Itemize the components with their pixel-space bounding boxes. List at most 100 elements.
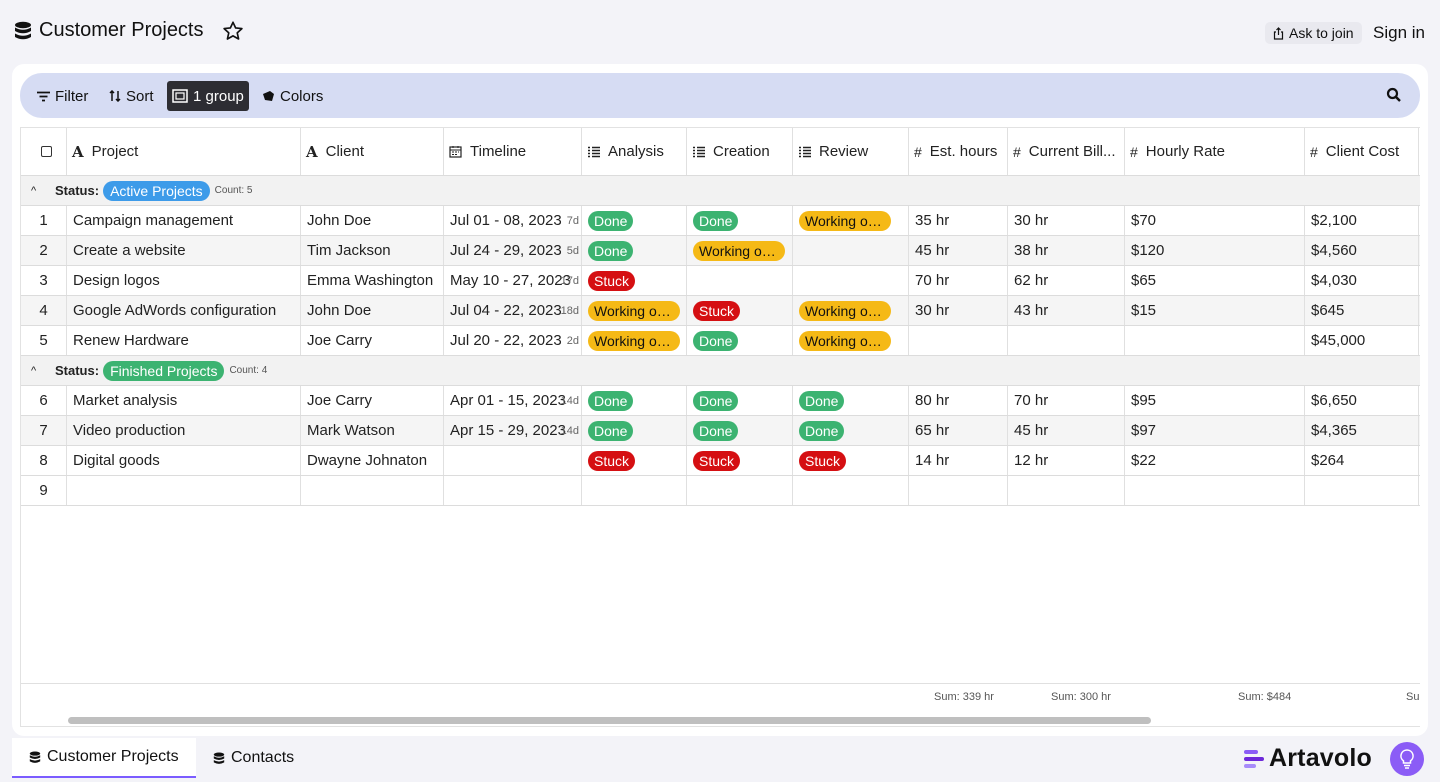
filter-button[interactable]: Filter: [32, 81, 93, 111]
cell-creation[interactable]: [687, 266, 793, 295]
ask-to-join-button[interactable]: Ask to join: [1265, 22, 1362, 44]
table-row[interactable]: 8 Digital goods Dwayne Johnaton Stuck Stuck S…: [21, 446, 1420, 476]
cell-cost[interactable]: $645: [1305, 296, 1419, 325]
cell-creation[interactable]: [687, 476, 793, 505]
cell-est[interactable]: 70 hr: [909, 266, 1008, 295]
cell-review[interactable]: [793, 266, 909, 295]
column-header-5[interactable]: Creation: [687, 128, 793, 175]
table-row[interactable]: 3 Design logos Emma Washington May 10 - 27,…: [21, 266, 1420, 296]
cell-client[interactable]: John Doe: [301, 296, 444, 325]
table-row[interactable]: 5 Renew Hardware Joe Carry Jul 20 - 22, 202…: [21, 326, 1420, 356]
star-icon[interactable]: [222, 20, 244, 42]
cell-creation[interactable]: Done: [687, 386, 793, 415]
table-row[interactable]: 4 Google AdWords configuration John Doe Jul…: [21, 296, 1420, 326]
cell-est[interactable]: [909, 326, 1008, 355]
cell-client[interactable]: John Doe: [301, 206, 444, 235]
status-pill[interactable]: Working on it: [799, 330, 891, 351]
cell-creation[interactable]: Done: [687, 326, 793, 355]
cell-bill[interactable]: 38 hr: [1008, 236, 1125, 265]
search-icon[interactable]: [1386, 87, 1402, 103]
cell-creation[interactable]: Done: [687, 206, 793, 235]
cell-timeline[interactable]: Apr 15 - 29, 2023 14d: [444, 416, 582, 445]
cell-cost[interactable]: $4,030: [1305, 266, 1419, 295]
table-row[interactable]: 1 Campaign management John Doe Jul 01 - 08,…: [21, 206, 1420, 236]
cell-est[interactable]: [909, 476, 1008, 505]
cell-timeline[interactable]: Jul 04 - 22, 2023 18d: [444, 296, 582, 325]
cell-bill[interactable]: 12 hr: [1008, 446, 1125, 475]
cell-timeline[interactable]: Apr 01 - 15, 2023 14d: [444, 386, 582, 415]
group-header[interactable]: ^ Status: Finished Projects Count: 4: [21, 356, 1420, 386]
cell-analysis[interactable]: Stuck: [582, 266, 687, 295]
cell-rate[interactable]: $22: [1125, 446, 1305, 475]
status-pill[interactable]: Working on it: [588, 300, 680, 321]
cell-project[interactable]: Campaign management: [67, 206, 301, 235]
status-pill[interactable]: Working on it: [693, 240, 785, 261]
cell-project[interactable]: Google AdWords configuration: [67, 296, 301, 325]
table-row[interactable]: 6 Market analysis Joe Carry Apr 01 - 15, 20…: [21, 386, 1420, 416]
cell-project[interactable]: Renew Hardware: [67, 326, 301, 355]
status-pill[interactable]: Working on it: [588, 330, 680, 351]
cell-review[interactable]: Done: [793, 386, 909, 415]
cell-cost[interactable]: $2,100: [1305, 206, 1419, 235]
cell-bill[interactable]: 62 hr: [1008, 266, 1125, 295]
chevron-up-icon[interactable]: ^: [31, 184, 37, 197]
cell-est[interactable]: 14 hr: [909, 446, 1008, 475]
select-all-checkbox-cell[interactable]: [21, 128, 67, 175]
lightbulb-button[interactable]: [1390, 742, 1424, 776]
cell-project[interactable]: Market analysis: [67, 386, 301, 415]
cell-analysis[interactable]: Working on it: [582, 326, 687, 355]
column-header-2[interactable]: A Client: [301, 128, 444, 175]
status-pill[interactable]: Done: [693, 330, 739, 351]
tab-contacts[interactable]: Contacts: [196, 738, 311, 778]
status-pill[interactable]: Stuck: [693, 450, 741, 471]
cell-timeline[interactable]: [444, 446, 582, 475]
cell-analysis[interactable]: Done: [582, 416, 687, 445]
cell-review[interactable]: [793, 476, 909, 505]
status-pill[interactable]: Done: [799, 420, 845, 441]
status-pill[interactable]: Done: [693, 210, 739, 231]
column-header-3[interactable]: Timeline: [444, 128, 582, 175]
cell-bill[interactable]: 43 hr: [1008, 296, 1125, 325]
cell-rate[interactable]: [1125, 326, 1305, 355]
status-pill[interactable]: Done: [588, 420, 634, 441]
tab-customer-projects[interactable]: Customer Projects: [12, 738, 196, 778]
table-row[interactable]: 7 Video production Mark Watson Apr 15 - 29,…: [21, 416, 1420, 446]
cell-client[interactable]: Joe Carry: [301, 326, 444, 355]
cell-est[interactable]: 80 hr: [909, 386, 1008, 415]
sort-button[interactable]: Sort: [104, 81, 159, 111]
status-pill[interactable]: Stuck: [588, 270, 636, 291]
cell-timeline[interactable]: Jul 01 - 08, 2023 7d: [444, 206, 582, 235]
cell-review[interactable]: Stuck: [793, 446, 909, 475]
cell-bill[interactable]: 45 hr: [1008, 416, 1125, 445]
cell-analysis[interactable]: Done: [582, 206, 687, 235]
cell-analysis[interactable]: Done: [582, 236, 687, 265]
cell-cost[interactable]: $4,560: [1305, 236, 1419, 265]
sign-in-link[interactable]: Sign in: [1373, 23, 1425, 42]
table-row[interactable]: 2 Create a website Tim Jackson Jul 24 - 29,…: [21, 236, 1420, 266]
cell-est[interactable]: 35 hr: [909, 206, 1008, 235]
column-header-6[interactable]: Review: [793, 128, 909, 175]
cell-creation[interactable]: Done: [687, 416, 793, 445]
cell-cost[interactable]: $6,650: [1305, 386, 1419, 415]
cell-analysis[interactable]: [582, 476, 687, 505]
cell-bill[interactable]: [1008, 326, 1125, 355]
status-pill[interactable]: Done: [588, 210, 634, 231]
cell-cost[interactable]: $4,365: [1305, 416, 1419, 445]
status-pill[interactable]: Done: [693, 420, 739, 441]
cell-timeline[interactable]: May 10 - 27, 2023 17d: [444, 266, 582, 295]
colors-button[interactable]: Colors: [257, 81, 328, 111]
cell-bill[interactable]: [1008, 476, 1125, 505]
cell-est[interactable]: 65 hr: [909, 416, 1008, 445]
cell-review[interactable]: [793, 236, 909, 265]
column-header-4[interactable]: Analysis: [582, 128, 687, 175]
cell-rate[interactable]: $95: [1125, 386, 1305, 415]
cell-rate[interactable]: $15: [1125, 296, 1305, 325]
cell-review[interactable]: Working on it: [793, 326, 909, 355]
cell-cost[interactable]: [1305, 476, 1419, 505]
status-pill[interactable]: Working on it: [799, 300, 891, 321]
status-pill[interactable]: Done: [588, 240, 634, 261]
cell-creation[interactable]: Stuck: [687, 446, 793, 475]
status-pill[interactable]: Stuck: [799, 450, 847, 471]
cell-est[interactable]: 30 hr: [909, 296, 1008, 325]
cell-rate[interactable]: $97: [1125, 416, 1305, 445]
